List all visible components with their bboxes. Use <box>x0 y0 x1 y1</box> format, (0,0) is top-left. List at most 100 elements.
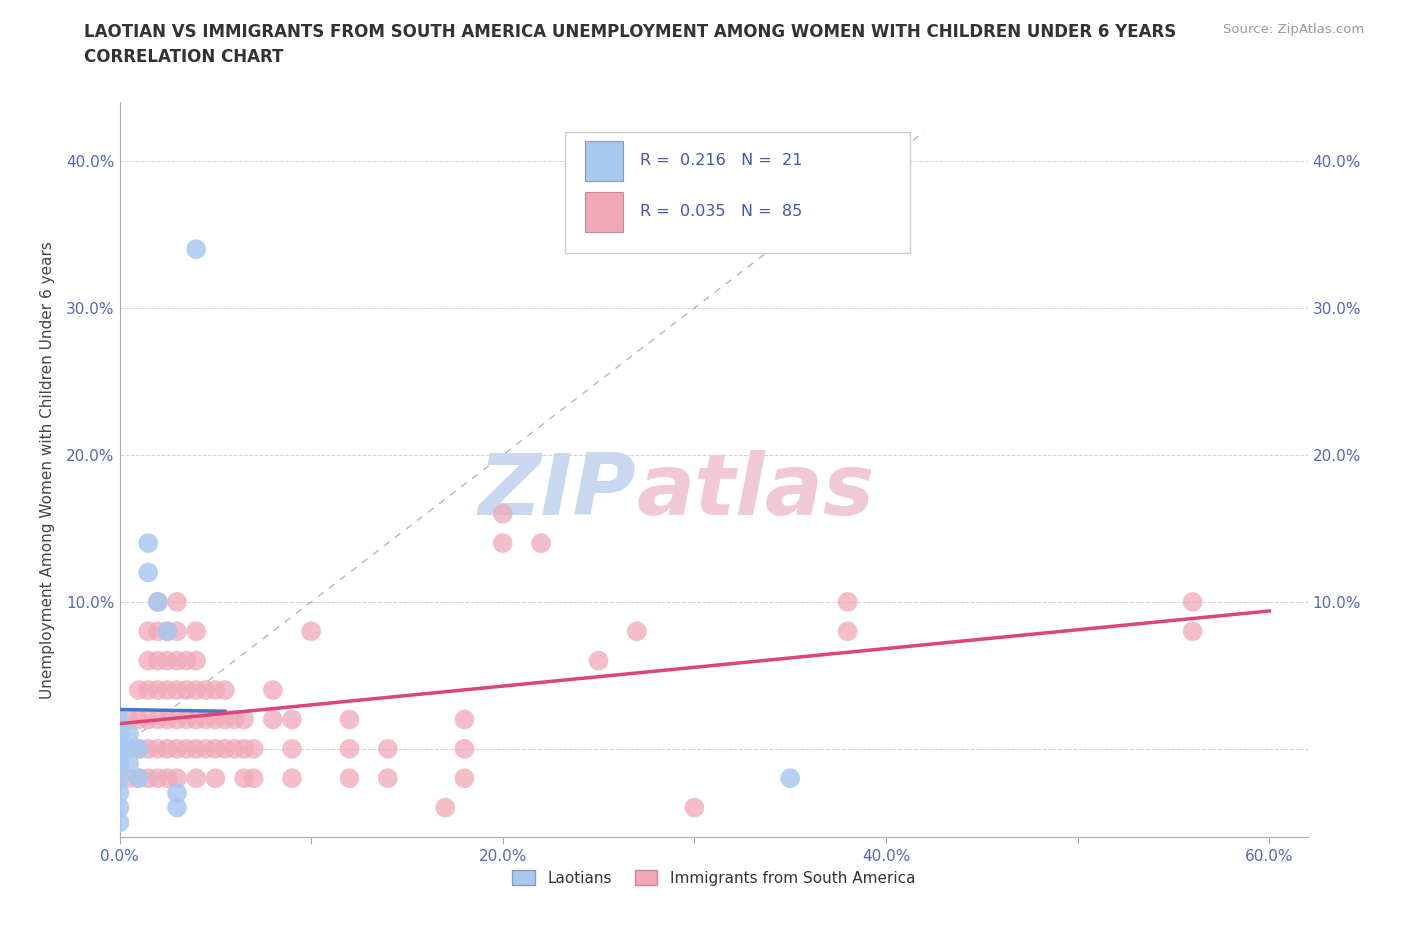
Point <box>492 506 515 521</box>
Point <box>242 741 264 756</box>
Text: LAOTIAN VS IMMIGRANTS FROM SOUTH AMERICA UNEMPLOYMENT AMONG WOMEN WITH CHILDREN : LAOTIAN VS IMMIGRANTS FROM SOUTH AMERICA… <box>84 23 1177 41</box>
Point <box>837 624 859 639</box>
Point <box>136 536 159 551</box>
Point <box>136 624 159 639</box>
Text: atlas: atlas <box>637 450 875 533</box>
Point <box>156 653 179 668</box>
FancyBboxPatch shape <box>565 132 910 253</box>
Point <box>136 653 159 668</box>
Point <box>492 536 515 551</box>
Point <box>156 712 179 727</box>
Point <box>146 594 169 609</box>
Point <box>166 712 188 727</box>
Point <box>186 624 208 639</box>
Text: R =  0.216   N =  21: R = 0.216 N = 21 <box>640 153 803 168</box>
Point <box>233 771 256 786</box>
Text: Source: ZipAtlas.com: Source: ZipAtlas.com <box>1223 23 1364 36</box>
Point <box>108 786 131 801</box>
Point <box>146 771 169 786</box>
Point <box>194 741 217 756</box>
Point <box>194 712 217 727</box>
Point <box>683 800 706 815</box>
Point <box>156 741 179 756</box>
Text: ZIP: ZIP <box>478 450 637 533</box>
Point <box>186 712 208 727</box>
Point <box>262 683 284 698</box>
Point <box>339 712 361 727</box>
Point <box>204 741 226 756</box>
Point <box>118 741 141 756</box>
Point <box>339 741 361 756</box>
Point <box>166 594 188 609</box>
Point <box>242 771 264 786</box>
Point <box>176 712 198 727</box>
Point <box>204 771 226 786</box>
Point <box>108 741 131 756</box>
Point <box>204 712 226 727</box>
Point <box>166 771 188 786</box>
Point <box>166 741 188 756</box>
Point <box>588 653 610 668</box>
Point <box>281 771 304 786</box>
Point <box>166 653 188 668</box>
Point <box>262 712 284 727</box>
Point <box>118 756 141 771</box>
Text: CORRELATION CHART: CORRELATION CHART <box>84 48 284 66</box>
Point <box>108 741 131 756</box>
Point <box>166 683 188 698</box>
Point <box>224 741 246 756</box>
Point <box>176 653 198 668</box>
Point <box>156 771 179 786</box>
Point <box>214 741 236 756</box>
Point <box>146 594 169 609</box>
Point <box>434 800 457 815</box>
Point <box>281 741 304 756</box>
Point <box>146 683 169 698</box>
Point <box>146 741 169 756</box>
Point <box>453 771 475 786</box>
Legend: Laotians, Immigrants from South America: Laotians, Immigrants from South America <box>506 864 921 892</box>
Point <box>128 741 150 756</box>
Point <box>118 712 141 727</box>
Point <box>128 683 150 698</box>
Point <box>204 683 226 698</box>
Point <box>299 624 322 639</box>
Point <box>186 653 208 668</box>
Point <box>166 786 188 801</box>
Point <box>166 800 188 815</box>
Point <box>214 683 236 698</box>
Point <box>779 771 801 786</box>
Point <box>118 726 141 741</box>
Point <box>136 565 159 580</box>
Point <box>128 741 150 756</box>
Point <box>224 712 246 727</box>
Point <box>136 741 159 756</box>
Point <box>108 771 131 786</box>
Point <box>146 653 169 668</box>
Point <box>186 741 208 756</box>
Point <box>156 683 179 698</box>
Point <box>176 683 198 698</box>
Point <box>108 712 131 727</box>
Bar <box>585 140 623 181</box>
Point <box>186 771 208 786</box>
Point <box>1181 594 1204 609</box>
Point <box>233 741 256 756</box>
Point <box>837 594 859 609</box>
Point <box>281 712 304 727</box>
Point <box>214 712 236 727</box>
Point <box>146 624 169 639</box>
Point <box>626 624 648 639</box>
Point <box>118 771 141 786</box>
Point <box>108 726 131 741</box>
Bar <box>585 192 623 232</box>
Point <box>194 683 217 698</box>
Point <box>136 771 159 786</box>
Point <box>186 242 208 257</box>
Point <box>108 800 131 815</box>
Point <box>166 624 188 639</box>
Point <box>377 771 399 786</box>
Point <box>453 741 475 756</box>
Point <box>128 771 150 786</box>
Point <box>108 756 131 771</box>
